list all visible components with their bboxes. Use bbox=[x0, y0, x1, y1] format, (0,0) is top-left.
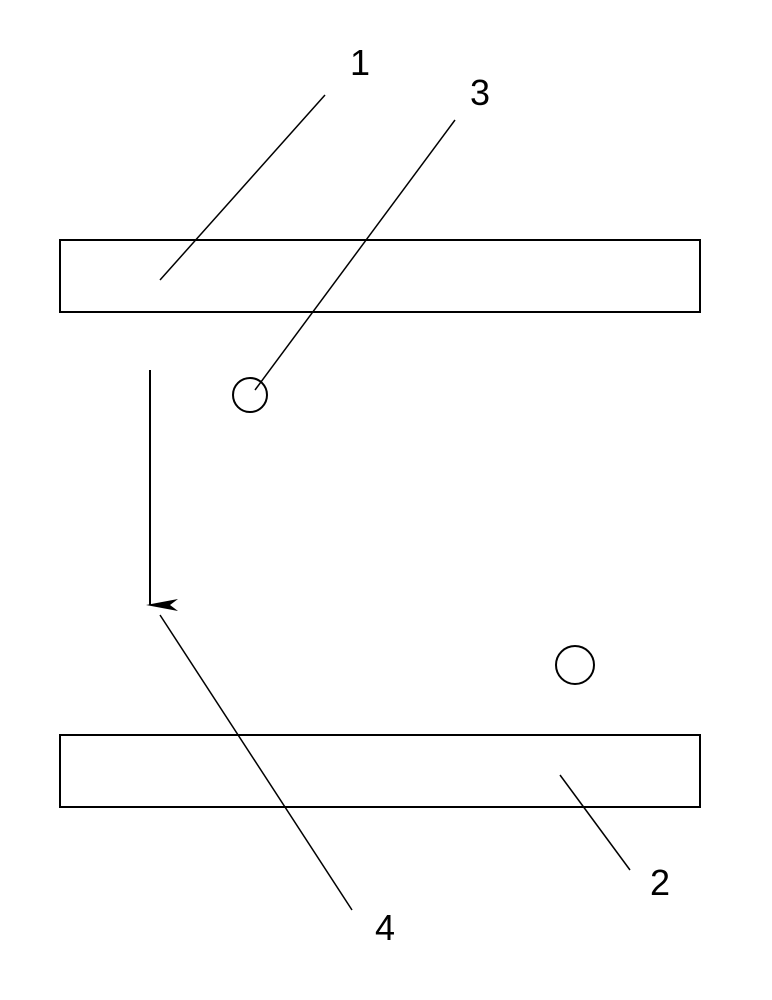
leader-line-3 bbox=[255, 120, 455, 390]
label-4: 4 bbox=[375, 907, 395, 948]
lower-circle bbox=[556, 646, 594, 684]
label-2: 2 bbox=[650, 862, 670, 903]
diagram-container: 1 3 2 4 bbox=[0, 0, 772, 1000]
bottom-bar-rect bbox=[60, 735, 700, 807]
technical-diagram-svg: 1 3 2 4 bbox=[0, 0, 772, 1000]
label-1: 1 bbox=[350, 42, 370, 83]
leader-line-1 bbox=[160, 95, 325, 280]
label-3: 3 bbox=[470, 72, 490, 113]
upper-circle bbox=[233, 378, 267, 412]
leader-line-2 bbox=[560, 775, 630, 870]
leader-line-4 bbox=[160, 615, 352, 910]
top-bar-rect bbox=[60, 240, 700, 312]
